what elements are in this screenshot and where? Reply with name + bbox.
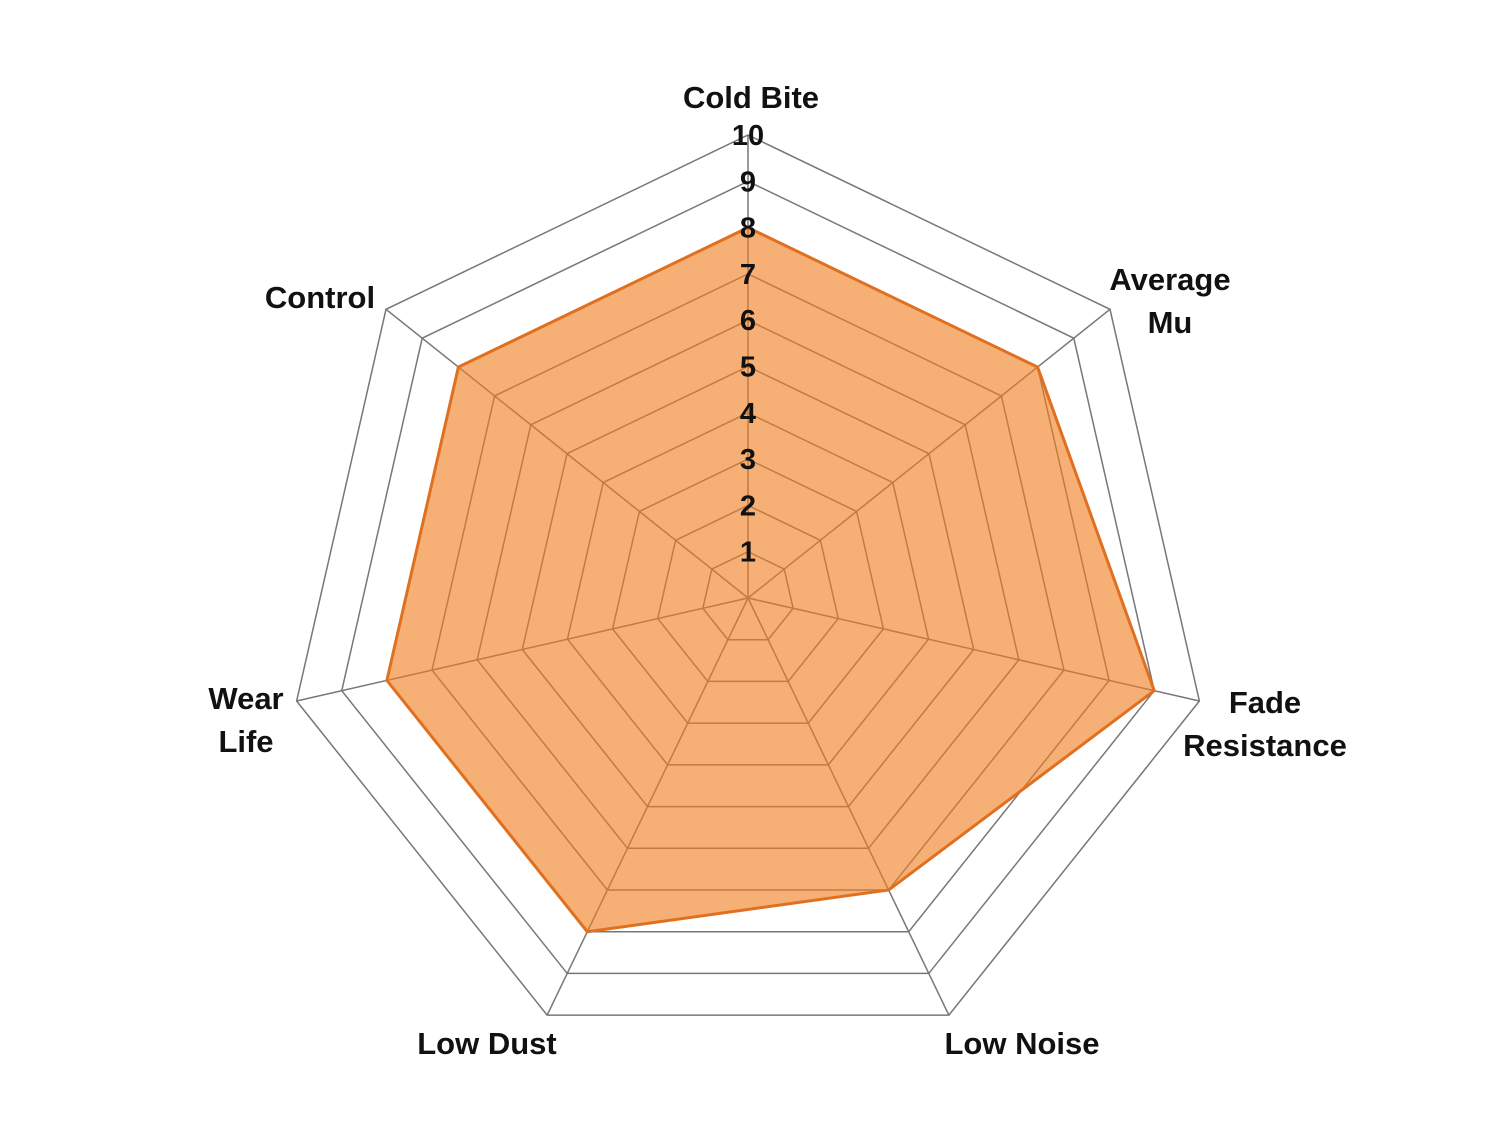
tick-label: 5	[740, 352, 756, 384]
tick-label: 9	[740, 166, 756, 198]
axis-label: Cold Bite	[683, 80, 819, 115]
axis-labels: Cold Bite Average Mu Fade Resistance Low Nois…	[208, 80, 1346, 1061]
axis-label: Fade Resistance	[1183, 685, 1347, 763]
axis-label: Control	[265, 280, 375, 315]
series	[385, 225, 1157, 934]
axis-label: Low Dust	[417, 1026, 557, 1061]
tick-label: 7	[740, 259, 756, 291]
grid-ring	[295, 134, 1201, 1016]
axis-label: Average Mu	[1109, 262, 1230, 340]
tick-label: 8	[740, 213, 756, 245]
tick-label: 1	[740, 537, 756, 569]
tick-label: 2	[740, 490, 756, 522]
tick-label: 10	[732, 120, 764, 152]
grid-ring	[340, 180, 1156, 975]
tick-labels: 1 2 3 4 5 6 7 8 9 10	[732, 120, 764, 569]
axis-label: Low Noise	[944, 1026, 1099, 1061]
tick-label: 3	[740, 444, 756, 476]
tick-label: 6	[740, 305, 756, 337]
axis-label: Wear Life	[208, 681, 283, 759]
tick-label: 4	[740, 398, 756, 430]
series-area	[385, 225, 1157, 934]
